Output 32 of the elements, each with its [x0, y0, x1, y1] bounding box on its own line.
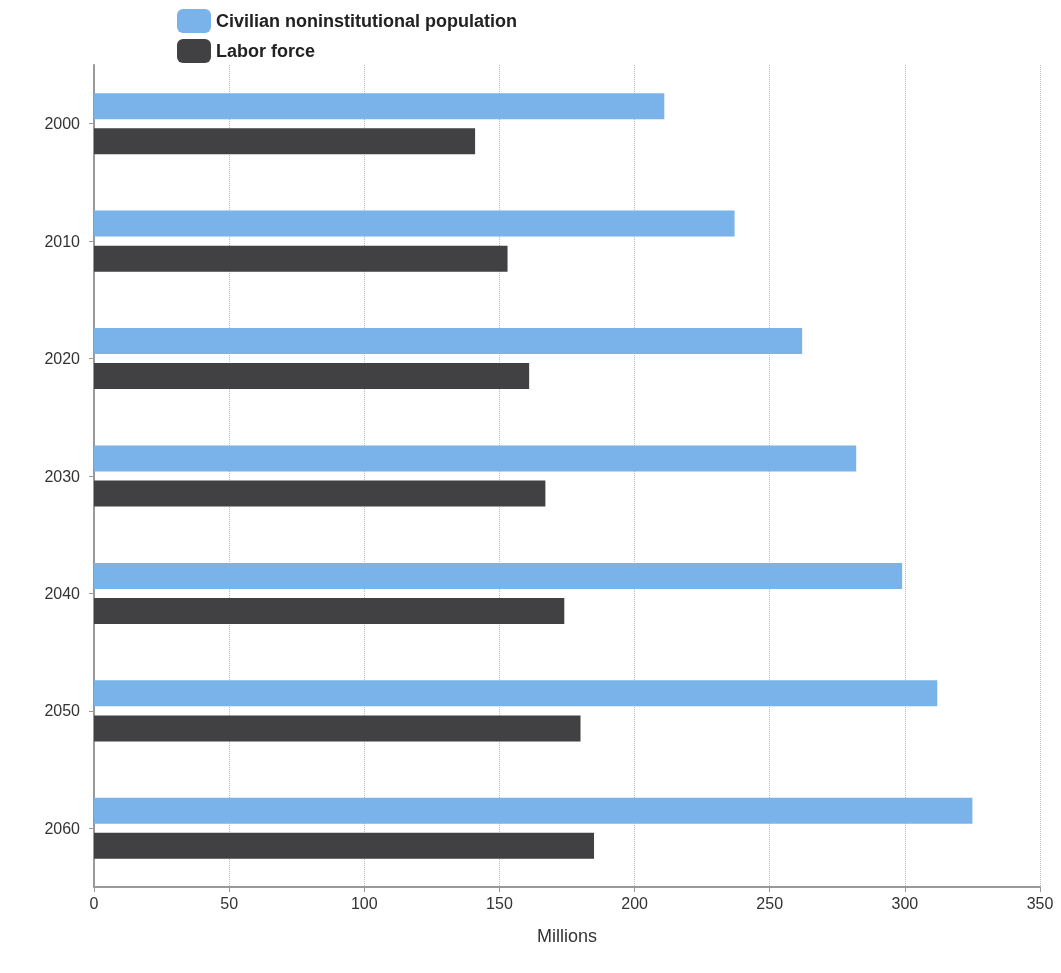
x-tick-label: 350: [1026, 894, 1054, 912]
x-tick-label: 100: [350, 894, 378, 912]
x-tick-label: 200: [621, 894, 649, 912]
y-tick-label: 2050: [44, 702, 81, 720]
y-tick-label: 2020: [44, 350, 81, 368]
bar: [94, 832, 595, 859]
x-tick-label: 250: [756, 894, 784, 912]
y-tick-label: 2010: [44, 232, 81, 250]
bar: [94, 480, 546, 507]
y-tick-label: 2000: [44, 115, 81, 133]
bar: [94, 797, 973, 824]
x-tick-label: 50: [220, 894, 239, 912]
y-tick-label: 2060: [44, 819, 81, 837]
bar: [94, 210, 735, 237]
bar: [94, 445, 857, 472]
x-axis-title: Millions: [536, 926, 598, 946]
legend-label: Civilian noninstitutional population: [216, 11, 517, 31]
bar: [94, 363, 530, 390]
bar: [94, 328, 803, 355]
x-tick-label: 300: [891, 894, 919, 912]
bar: [94, 562, 903, 589]
bar: [94, 597, 565, 624]
x-tick-label: 150: [486, 894, 513, 912]
y-tick-label: 2030: [44, 467, 81, 485]
bar: [94, 93, 665, 120]
bar: [94, 245, 508, 272]
y-tick-label: 2040: [44, 584, 81, 602]
x-tick-label: 0: [89, 894, 99, 912]
bar: [94, 715, 581, 742]
legend-label: Labor force: [216, 41, 316, 61]
bar: [94, 128, 476, 155]
bar: [94, 680, 938, 707]
